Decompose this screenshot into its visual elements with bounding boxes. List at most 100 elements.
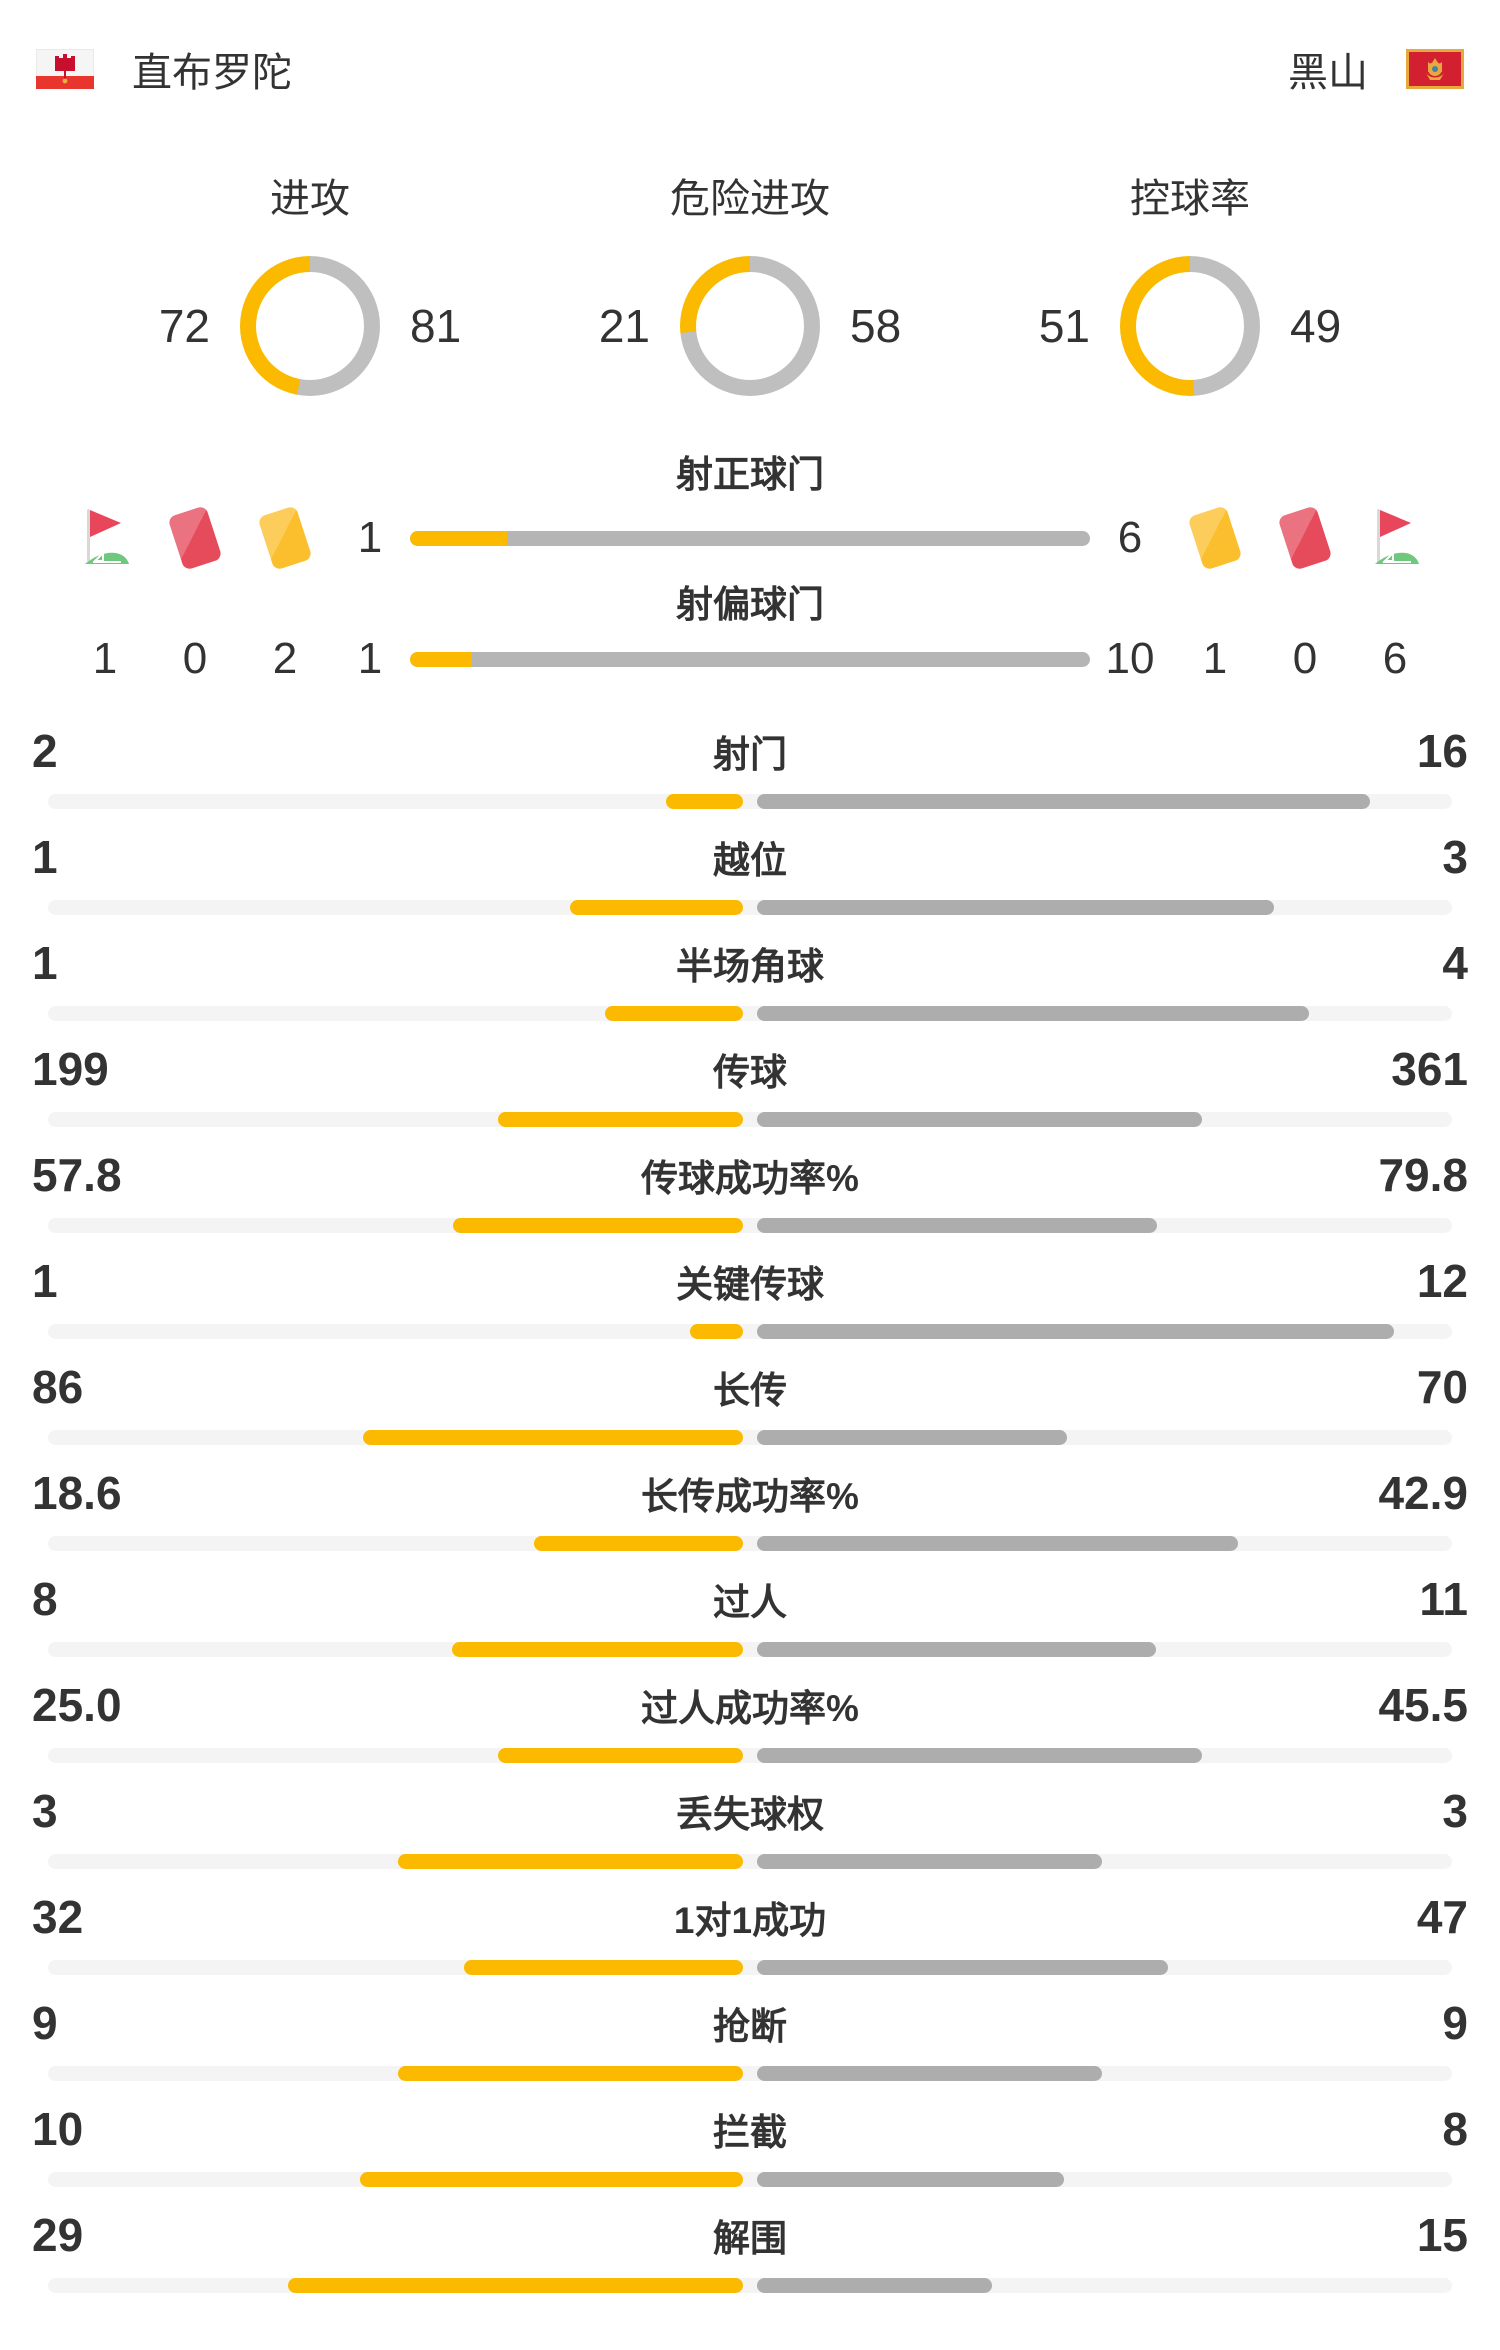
stat-row-5: 1 关键传球 12: [0, 1248, 1500, 1354]
stat-row-7: 18.6 长传成功率% 42.9: [0, 1460, 1500, 1566]
stat-bar-track: [48, 2066, 1452, 2081]
stat-bar-track: [48, 2172, 1452, 2187]
stat-bar-home: [453, 1218, 743, 1233]
stat-home-value: 57.8: [32, 1149, 122, 1201]
stat-bar-away: [757, 1430, 1067, 1445]
home-corners-count: 1: [92, 634, 118, 683]
stat-away-value: 15: [1416, 2209, 1468, 2261]
home-team: 直布罗陀: [36, 40, 292, 98]
stat-line: 8 过人 11: [32, 1566, 1468, 1626]
stat-bar-track: [48, 900, 1452, 915]
stat-home-value: 29: [32, 2209, 84, 2261]
stat-row-6: 86 长传 70: [0, 1354, 1500, 1460]
stat-bar-home: [666, 794, 743, 809]
stat-bar-home: [498, 1112, 743, 1127]
stat-label: 越位: [713, 840, 787, 881]
stat-bar-home: [464, 1960, 743, 1975]
stat-label: 拦截: [713, 2112, 787, 2153]
stat-row-10: 3 丢失球权 3: [0, 1778, 1500, 1884]
stat-away-value: 361: [1391, 1043, 1468, 1095]
donut-label: 控球率: [1130, 177, 1250, 221]
stat-line: 3 丢失球权 3: [32, 1778, 1468, 1838]
stat-home-value: 1: [32, 1255, 58, 1307]
stat-away-value: 70: [1416, 1361, 1468, 1413]
stat-line: 1 关键传球 12: [32, 1248, 1468, 1308]
corner-flag-icon: [60, 507, 150, 569]
stat-home-value: 8: [32, 1573, 58, 1625]
shots-on-target-away-value: 6: [1117, 513, 1143, 562]
donut-charts-row: 进攻 72 81 危险进攻 21 58 控球率 51 49: [0, 98, 1500, 396]
stat-bar-home: [570, 900, 743, 915]
stat-line: 199 传球 361: [32, 1036, 1468, 1096]
stat-row-1: 1 越位 3: [0, 824, 1500, 930]
away-red-cards-count: 0: [1292, 634, 1318, 683]
donut-away-value: 58: [850, 300, 902, 352]
stat-bar-away: [757, 1536, 1238, 1551]
stat-label: 长传成功率%: [641, 1476, 859, 1517]
donut-home-value: 21: [598, 300, 650, 352]
donut-label: 危险进攻: [670, 177, 830, 221]
shots-off-target-home-value: 1: [357, 634, 383, 683]
stat-bar-away: [757, 1854, 1102, 1869]
stat-row-8: 8 过人 11: [0, 1566, 1500, 1672]
away-corners-count: 6: [1382, 634, 1408, 683]
corner-flag-icon: [1350, 507, 1440, 569]
shots-off-target-bar-home-fill: [410, 651, 472, 667]
donut-wrap: 51 49: [994, 256, 1386, 396]
stat-home-value: 2: [32, 725, 58, 777]
shots-on-target-home-value: 1: [357, 513, 383, 562]
stat-label: 半场角球: [676, 946, 824, 987]
donut-label: 进攻: [270, 177, 350, 221]
stat-away-value: 47: [1416, 1891, 1468, 1943]
stat-away-value: 8: [1442, 2103, 1468, 2155]
stat-line: 57.8 传球成功率% 79.8: [32, 1142, 1468, 1202]
shots-off-target-row: 1 0 2 1 10 1 0 6: [0, 628, 1500, 690]
shots-off-target-label: 射偏球门: [676, 584, 824, 625]
stat-away-value: 79.8: [1378, 1149, 1468, 1201]
donut-wrap: 21 58: [554, 256, 946, 396]
stat-row-2: 1 半场角球 4: [0, 930, 1500, 1036]
stat-row-3: 199 传球 361: [0, 1036, 1500, 1142]
donut-group-2: 控球率 51 49: [970, 98, 1410, 396]
stat-home-value: 3: [32, 1785, 58, 1837]
donut-away-value: 81: [410, 300, 462, 352]
stat-row-11: 32 1对1成功 47: [0, 1884, 1500, 1990]
away-yellow-cards-count: 1: [1202, 634, 1228, 683]
stat-bar-away: [757, 2172, 1064, 2187]
donut-ring: [1120, 256, 1260, 396]
stat-row-14: 29 解围 15: [0, 2202, 1500, 2308]
stat-bar-track: [48, 1430, 1452, 1445]
donut-home-value: 51: [1038, 300, 1090, 352]
stat-label: 射门: [713, 734, 787, 775]
stat-away-value: 12: [1416, 1255, 1468, 1307]
stat-row-13: 10 拦截 8: [0, 2096, 1500, 2202]
stat-bar-away: [757, 794, 1370, 809]
stat-bar-track: [48, 1642, 1452, 1657]
stat-away-value: 16: [1416, 725, 1468, 777]
donut-group-0: 进攻 72 81: [90, 98, 530, 396]
stat-line: 32 1对1成功 47: [32, 1884, 1468, 1944]
stat-home-value: 1: [32, 831, 58, 883]
stat-row-0: 2 射门 16: [0, 718, 1500, 824]
stat-bar-away: [757, 1006, 1309, 1021]
montenegro-flag-icon: [1406, 49, 1464, 89]
stat-bar-away: [757, 1960, 1168, 1975]
stat-row-4: 57.8 传球成功率% 79.8: [0, 1142, 1500, 1248]
stat-line: 2 射门 16: [32, 718, 1468, 778]
stat-line: 10 拦截 8: [32, 2096, 1468, 2156]
donut-group-1: 危险进攻 21 58: [530, 98, 970, 396]
stat-home-value: 86: [32, 1361, 84, 1413]
stat-away-value: 3: [1442, 1785, 1468, 1837]
red-card-icon: [1260, 505, 1350, 571]
stat-bar-home: [605, 1006, 743, 1021]
stat-away-value: 3: [1442, 831, 1468, 883]
stat-label: 解围: [713, 2218, 787, 2259]
stat-bar-away: [757, 1112, 1202, 1127]
stat-bar-track: [48, 1748, 1452, 1763]
stat-row-12: 9 抢断 9: [0, 1990, 1500, 2096]
stat-label: 过人成功率%: [641, 1688, 859, 1729]
stat-bar-away: [757, 1218, 1157, 1233]
stat-bar-track: [48, 794, 1452, 809]
stat-home-value: 9: [32, 1997, 58, 2049]
